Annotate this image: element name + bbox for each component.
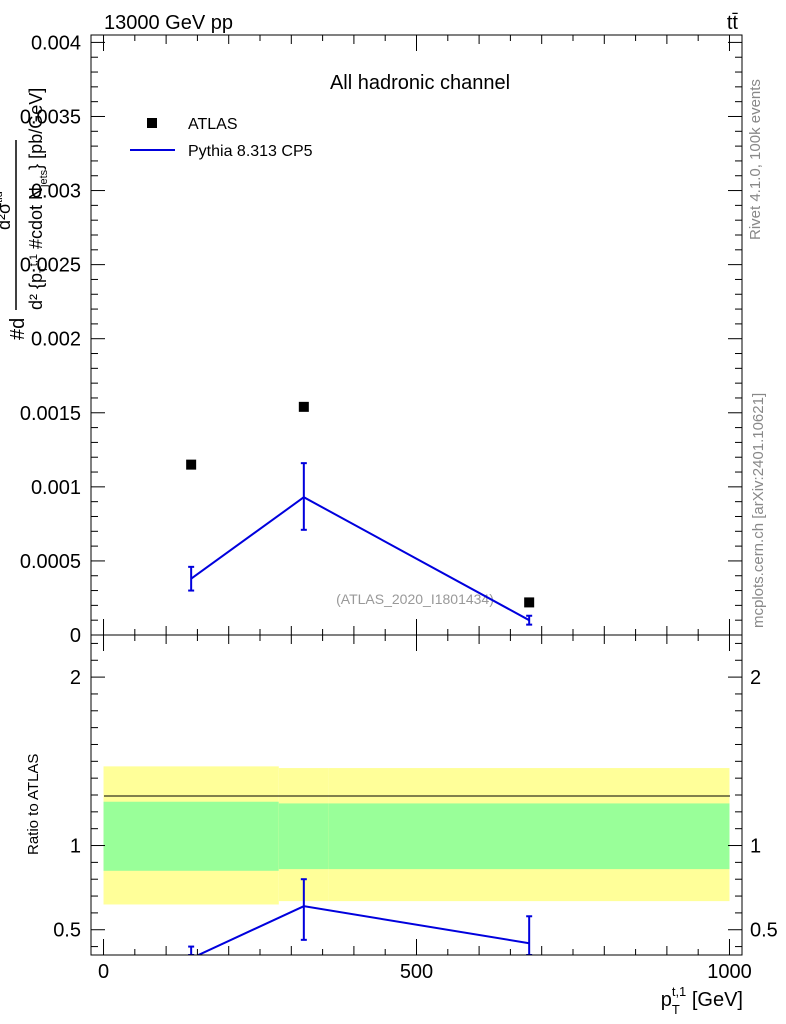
main-y-tick-label: 0.002 xyxy=(31,329,81,351)
ratio-axis-ticks xyxy=(91,635,742,955)
atlas-data-point xyxy=(186,459,197,470)
ratio-band-green xyxy=(328,803,730,870)
ratio-uncertainty-bands xyxy=(103,766,730,905)
ratio-band-green xyxy=(278,803,329,870)
mcplots-label: mcplots.cern.ch [arXiv:2401.10621] xyxy=(750,393,767,628)
ratio-panel: 0.5 0.5 1 1 2 2 0 500 1000 Ratio to ATLAS pTt,1… xyxy=(25,635,778,1017)
ratio-y-tick-label: 0.5 xyxy=(53,920,81,942)
atlas-data-point xyxy=(298,401,309,412)
ratio-y-tick-label: 1 xyxy=(70,836,81,858)
main-y-tick-label: 0.0015 xyxy=(20,403,81,425)
x-tick-labels: 0 500 1000 xyxy=(98,961,752,983)
x-tick-label: 0 xyxy=(98,961,109,983)
analysis-label: (ATLAS_2020_I1801434) xyxy=(336,591,494,607)
svg-text:d²σtid: d²σtid xyxy=(0,191,14,230)
legend-marker-atlas xyxy=(147,118,157,128)
ratio-band-green xyxy=(103,801,279,871)
ratio-pythia-line xyxy=(196,905,530,955)
ratio-data-marks xyxy=(188,878,533,955)
energy-label: 13000 GeV pp xyxy=(104,12,233,34)
legend-label-pythia: Pythia 8.313 CP5 xyxy=(188,143,313,160)
main-y-tick-label: 0.0005 xyxy=(20,551,81,573)
legend-label-atlas: ATLAS xyxy=(188,116,238,133)
ratio-y-tick-labels: 0.5 0.5 1 1 2 2 xyxy=(53,667,778,942)
ratio-y-tick-label: 2 xyxy=(70,667,81,689)
main-y-tick-label: 0.001 xyxy=(31,477,81,499)
svg-text:#d: #d xyxy=(7,318,29,340)
main-y-tick-labels: 0 0.0005 0.001 0.0015 0.002 0.0025 0.003 0.0035… xyxy=(20,32,81,647)
ratio-y-tick-label-right: 2 xyxy=(750,667,761,689)
main-y-tick-label: 0.0025 xyxy=(20,255,81,277)
ratio-frame xyxy=(90,634,743,956)
main-data-marks xyxy=(186,401,535,626)
x-tick-label: 1000 xyxy=(707,961,752,983)
x-tick-label: 500 xyxy=(400,961,433,983)
main-y-tick-label: 0 xyxy=(70,625,81,647)
main-panel: 0 0.0005 0.001 0.0015 0.002 0.0025 0.003 0.0035… xyxy=(0,32,742,647)
x-axis-title: pTt,1 [GeV] xyxy=(661,984,743,1017)
process-label: tt̄ xyxy=(727,12,739,34)
ratio-y-tick-label-right: 1 xyxy=(750,836,761,858)
ratio-y-axis-title: Ratio to ATLAS xyxy=(25,754,42,855)
main-y-tick-label: 0.0035 xyxy=(20,106,81,128)
rivet-label: Rivet 4.1.0, 100k events xyxy=(747,79,764,240)
legend: ATLAS Pythia 8.313 CP5 xyxy=(130,116,313,160)
main-y-tick-label: 0.003 xyxy=(31,181,81,203)
atlas-data-point xyxy=(524,597,535,608)
chart-title: All hadronic channel xyxy=(330,72,510,94)
main-axis-ticks xyxy=(91,35,742,636)
main-y-tick-label: 0.004 xyxy=(31,32,81,54)
ratio-y-tick-label-right: 0.5 xyxy=(750,920,778,942)
